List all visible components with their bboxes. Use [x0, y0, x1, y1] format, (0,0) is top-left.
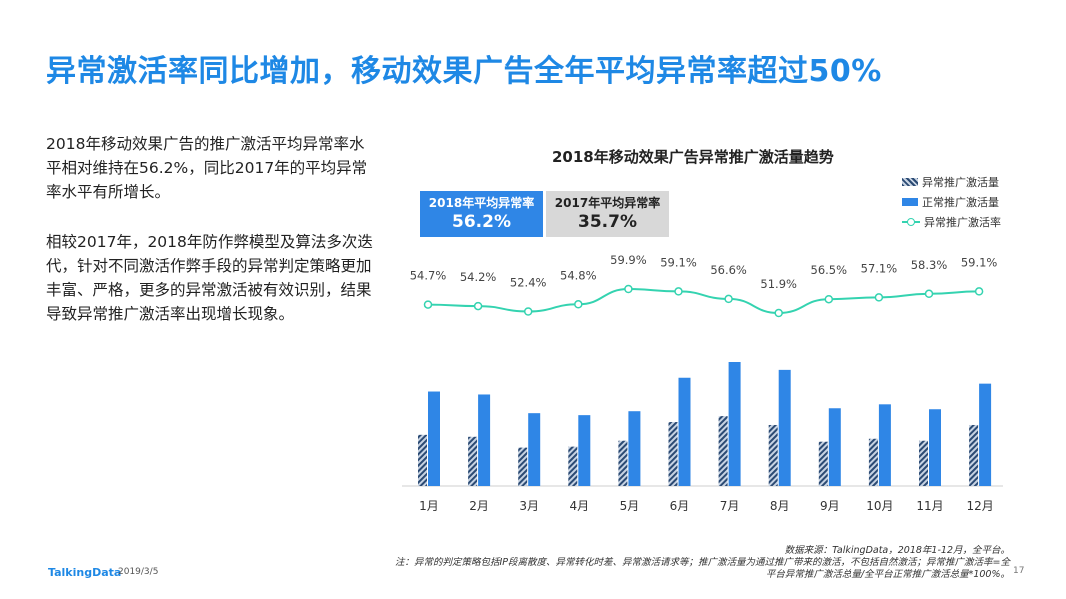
bar-abnormal-activation: [518, 447, 528, 486]
legend-label-rate: 异常推广激活率: [924, 216, 1001, 229]
x-tick-label: 1月: [419, 499, 439, 513]
hatched-bar-swatch-icon: [902, 178, 918, 186]
summary-paragraph-2: 相较2017年，2018年防作弊模型及算法多次迭代，针对不同激活作弊手段的异常判…: [46, 233, 373, 323]
summary-paragraph-1: 2018年移动效果广告的推广激活平均异常率水平相对维持在56.2%，同比2017…: [46, 135, 368, 201]
rate-point: [824, 294, 834, 304]
brand-logo: TalkingData: [48, 566, 122, 579]
bar-normal-activation: [678, 377, 691, 486]
footer-date: 2019/3/5: [118, 567, 159, 577]
rate-data-label: 56.5%: [811, 263, 848, 277]
bar-normal-activation: [878, 404, 891, 486]
page-number: 17: [1013, 566, 1025, 576]
x-tick-label: 12月: [966, 499, 993, 513]
rate-data-label: 58.3%: [911, 258, 948, 272]
x-tick-label: 4月: [569, 499, 589, 513]
bar-abnormal-activation: [818, 441, 828, 486]
rate-point: [974, 287, 984, 296]
chart-title: 2018年移动效果广告异常推广激活量趋势: [552, 148, 834, 166]
bar-abnormal-activation: [919, 440, 928, 486]
rate-point: [724, 294, 733, 304]
x-tick-label: 11月: [916, 499, 943, 513]
bar-normal-activation: [528, 413, 541, 486]
rate-data-label: 57.1%: [861, 261, 898, 275]
note-line-2: 平台异常推广激活总量/全平台正常推广激活总量*100%。: [765, 569, 1010, 580]
bar-normal-activation: [428, 391, 440, 486]
bar-abnormal-activation: [468, 436, 478, 486]
bar-normal-activation: [778, 369, 791, 486]
bar-normal-activation: [979, 383, 992, 486]
x-tick-label: 10月: [866, 499, 893, 513]
rate-line: [427, 287, 980, 315]
average-rate-2018-value: 56.2%: [452, 212, 511, 232]
rate-point: [774, 308, 783, 318]
average-rate-2018-label: 2018年平均异常率: [428, 196, 535, 210]
bar-abnormal-activation: [868, 438, 878, 486]
solid-bar-swatch-icon: [902, 198, 918, 206]
bar-abnormal-activation: [418, 434, 427, 486]
rate-point: [473, 301, 483, 311]
line-marker-swatch-icon: [902, 217, 920, 227]
x-tick-label: 6月: [670, 499, 690, 513]
bar-abnormal-activation: [768, 424, 778, 486]
bar-normal-activation: [728, 362, 741, 486]
rate-data-label: 54.2%: [460, 270, 497, 284]
legend-item-abnormal: 异常推广激活量: [902, 172, 1001, 192]
bar-abnormal-activation: [618, 440, 628, 486]
rate-data-label: 56.6%: [710, 263, 747, 277]
rate-point: [423, 300, 433, 309]
legend-label-abnormal: 异常推广激活量: [922, 176, 999, 189]
legend-label-normal: 正常推广激活量: [922, 196, 999, 209]
rate-data-label: 54.8%: [560, 268, 597, 282]
rate-data-label: 54.7%: [410, 269, 447, 283]
source-text: 数据来源：TalkingData，2018年1-12月，全平台。: [784, 545, 1010, 556]
bar-abnormal-activation: [668, 422, 678, 486]
rate-data-label: 59.1%: [660, 255, 697, 269]
rate-data-label: 51.9%: [760, 277, 797, 291]
average-rate-2017-label: 2017年平均异常率: [554, 196, 661, 210]
x-tick-label: 3月: [519, 499, 539, 513]
rate-data-label: 59.1%: [961, 255, 998, 269]
bar-abnormal-activation: [969, 424, 979, 486]
legend-item-rate: 异常推广激活率: [902, 212, 1001, 232]
x-tick-label: 9月: [820, 499, 840, 513]
rate-point: [674, 287, 683, 296]
x-tick-label: 2月: [469, 499, 489, 513]
legend-item-normal: 正常推广激活量: [902, 192, 1001, 212]
bar-normal-activation: [478, 394, 491, 486]
rate-point: [523, 307, 533, 316]
average-rate-2017-value: 35.7%: [578, 212, 637, 232]
rate-point: [624, 284, 633, 294]
page-title: 异常激活率同比增加，移动效果广告全年平均异常率超过50%: [46, 54, 882, 89]
note-line-1: 注：异常的判定策略包括IP段离散度、异常转化时差、异常激活请求等；推广激活量为通…: [395, 557, 1010, 568]
bar-abnormal-activation: [568, 446, 578, 486]
chart-legend: 异常推广激活量 正常推广激活量 异常推广激活率: [902, 172, 1001, 232]
bar-abnormal-activation: [718, 416, 728, 486]
average-rate-2018-box: 2018年平均异常率 56.2%: [420, 191, 543, 237]
average-rate-2017-box: 2017年平均异常率 35.7%: [546, 191, 669, 237]
bar-normal-activation: [828, 408, 841, 486]
source-note: 数据来源：TalkingData，2018年1-12月，全平台。 注：异常的判定…: [395, 545, 1010, 581]
x-tick-label: 8月: [770, 499, 790, 513]
bar-normal-activation: [628, 411, 641, 486]
rate-point: [574, 300, 583, 309]
x-tick-label: 5月: [620, 499, 640, 513]
rate-data-label: 59.9%: [610, 253, 647, 267]
x-tick-label: 7月: [720, 499, 740, 513]
rate-point: [874, 293, 884, 302]
rate-point: [924, 289, 934, 299]
rate-data-label: 52.4%: [510, 276, 547, 290]
bar-normal-activation: [929, 409, 941, 486]
bar-normal-activation: [578, 415, 591, 486]
